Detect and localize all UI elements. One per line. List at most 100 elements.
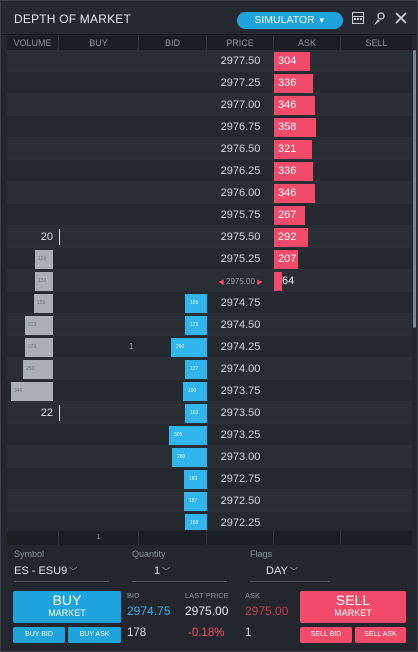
sell-cell[interactable] <box>341 204 412 226</box>
ladder-row[interactable]: 155 155 2974.75 <box>7 292 412 314</box>
bid-cell[interactable]: 187 <box>139 490 207 512</box>
ask-cell[interactable] <box>274 446 341 468</box>
ask-cell[interactable] <box>274 490 341 512</box>
buy-cell[interactable] <box>59 226 139 248</box>
buy-cell[interactable] <box>59 446 139 468</box>
buy-cell[interactable]: 1 <box>59 336 139 358</box>
ask-cell[interactable]: 346 <box>274 94 341 116</box>
buy-ask-button[interactable]: BUY ASK <box>68 627 121 643</box>
ask-cell[interactable] <box>274 292 341 314</box>
buy-cell[interactable] <box>59 182 139 204</box>
ladder-row[interactable]: 250 177 2974.00 <box>7 358 412 380</box>
sell-cell[interactable] <box>341 72 412 94</box>
buy-cell[interactable] <box>59 468 139 490</box>
ladder-row[interactable]: 22 163 2973.50 <box>7 402 412 424</box>
bid-cell[interactable]: 305 <box>139 424 207 446</box>
ask-cell[interactable]: 292 <box>274 226 341 248</box>
bid-cell[interactable]: 183 <box>139 468 207 490</box>
symbol-select[interactable]: ES - ESU9 ﹀ <box>14 565 77 577</box>
hand-settings-icon[interactable] <box>372 12 386 26</box>
sell-cell[interactable] <box>341 248 412 270</box>
sell-cell[interactable] <box>341 50 412 72</box>
sell-cell[interactable] <box>341 358 412 380</box>
bid-cell[interactable] <box>139 160 207 182</box>
ladder-row[interactable]: 2977.25 336 <box>7 72 412 94</box>
bid-cell[interactable] <box>139 226 207 248</box>
bid-cell[interactable]: 168 <box>139 512 207 530</box>
sell-cell[interactable] <box>341 490 412 512</box>
buy-cell[interactable] <box>59 72 139 94</box>
sell-cell[interactable] <box>341 160 412 182</box>
bid-cell[interactable] <box>139 182 207 204</box>
buy-cell[interactable] <box>59 292 139 314</box>
ladder-row[interactable]: 2977.50 304 <box>7 50 412 72</box>
buy-cell[interactable] <box>59 138 139 160</box>
close-icon[interactable] <box>394 12 408 26</box>
sell-cell[interactable] <box>341 226 412 248</box>
ask-cell[interactable] <box>274 358 341 380</box>
ask-cell[interactable] <box>274 402 341 424</box>
ask-cell[interactable]: 207 <box>274 248 341 270</box>
buy-cell[interactable] <box>59 358 139 380</box>
sell-cell[interactable] <box>341 116 412 138</box>
bid-cell[interactable]: 163 <box>139 402 207 424</box>
sell-cell[interactable] <box>341 182 412 204</box>
sell-cell[interactable] <box>341 424 412 446</box>
buy-cell[interactable] <box>59 424 139 446</box>
bid-cell[interactable]: 280 <box>139 446 207 468</box>
buy-cell[interactable] <box>59 94 139 116</box>
ask-cell[interactable]: 336 <box>274 72 341 94</box>
buy-cell[interactable] <box>59 50 139 72</box>
bid-cell[interactable]: 290 <box>139 336 207 358</box>
sell-cell[interactable] <box>341 138 412 160</box>
ask-cell[interactable] <box>274 314 341 336</box>
bid-cell[interactable] <box>139 94 207 116</box>
calculator-icon[interactable] <box>351 12 365 26</box>
sell-cell[interactable] <box>341 446 412 468</box>
ladder-row[interactable]: 2977.00 346 <box>7 94 412 116</box>
bid-cell[interactable]: 177 <box>139 358 207 380</box>
ladder-row[interactable]: 280 2973.00 <box>7 446 412 468</box>
ladder-row[interactable]: 133 ◀ 2975.00 ▶ 64 <box>7 270 412 292</box>
ladder-row[interactable]: 2976.25 336 <box>7 160 412 182</box>
ladder-row[interactable]: 2976.75 358 <box>7 116 412 138</box>
price-ladder[interactable]: 2977.50 304 2977.25 336 2977.00 346 2976.75 358… <box>7 50 412 530</box>
sell-cell[interactable] <box>341 512 412 530</box>
bid-cell[interactable]: 190 <box>139 380 207 402</box>
sell-cell[interactable] <box>341 314 412 336</box>
buy-cell[interactable] <box>59 512 139 530</box>
sell-cell[interactable] <box>341 94 412 116</box>
sell-cell[interactable] <box>341 402 412 424</box>
buy-cell[interactable] <box>59 248 139 270</box>
bid-cell[interactable] <box>139 50 207 72</box>
buy-market-button[interactable]: BUY MARKET <box>13 591 121 623</box>
ask-cell[interactable] <box>274 336 341 358</box>
buy-cell[interactable] <box>59 116 139 138</box>
buy-cell[interactable] <box>59 314 139 336</box>
ask-cell[interactable]: 267 <box>274 204 341 226</box>
ladder-row[interactable]: 2976.50 321 <box>7 138 412 160</box>
buy-cell[interactable] <box>59 270 139 292</box>
ask-cell[interactable] <box>274 468 341 490</box>
buy-cell[interactable] <box>59 380 139 402</box>
ladder-scrollbar[interactable] <box>413 50 416 328</box>
simulator-dropdown[interactable]: SIMULATOR ▼ <box>237 12 343 29</box>
bid-cell[interactable] <box>139 138 207 160</box>
buy-cell[interactable] <box>59 490 139 512</box>
ask-cell[interactable]: 64 <box>274 270 341 292</box>
ask-cell[interactable] <box>274 512 341 530</box>
buy-bid-button[interactable]: BUY BID <box>13 627 65 643</box>
ladder-row[interactable]: 346 190 2973.75 <box>7 380 412 402</box>
ladder-row[interactable]: 229 1 290 2974.25 <box>7 336 412 358</box>
buy-cell[interactable] <box>59 204 139 226</box>
bid-cell[interactable] <box>139 116 207 138</box>
ladder-row[interactable]: 168 2972.25 <box>7 512 412 530</box>
ladder-row[interactable]: 2975.75 267 <box>7 204 412 226</box>
ladder-row[interactable]: 233 172 2974.50 <box>7 314 412 336</box>
sell-cell[interactable] <box>341 292 412 314</box>
ask-cell[interactable]: 346 <box>274 182 341 204</box>
quantity-select[interactable]: 1 ﹀ <box>154 565 170 577</box>
ask-cell[interactable] <box>274 380 341 402</box>
bid-cell[interactable] <box>139 204 207 226</box>
sell-ask-button[interactable]: SELL ASK <box>355 627 406 643</box>
